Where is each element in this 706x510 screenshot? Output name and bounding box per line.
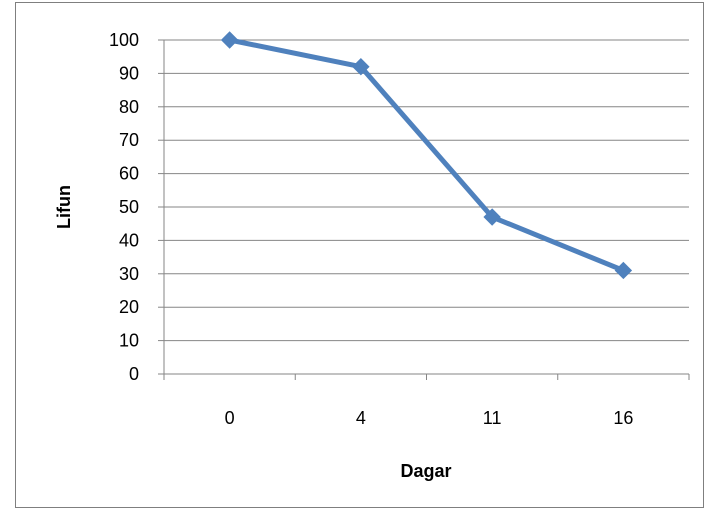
data-point-marker bbox=[483, 208, 501, 226]
data-point-marker bbox=[220, 31, 239, 49]
y-tick-labels: 0 10 20 30 40 50 60 70 80 90 100 bbox=[109, 30, 139, 384]
y-tick-label: 80 bbox=[119, 97, 139, 117]
y-tick-label: 60 bbox=[119, 164, 139, 184]
y-tick-label: 100 bbox=[109, 30, 139, 50]
y-tick-label: 50 bbox=[119, 197, 139, 217]
x-tick-label: 11 bbox=[483, 408, 502, 428]
y-axis-title: Lifun bbox=[54, 185, 74, 229]
y-tick-label: 10 bbox=[119, 331, 139, 351]
y-tick-label: 70 bbox=[119, 130, 139, 150]
y-tick-label: 30 bbox=[119, 264, 139, 284]
gridlines bbox=[164, 39, 689, 342]
data-point-marker bbox=[614, 261, 633, 280]
x-tick-label: 0 bbox=[225, 408, 235, 428]
x-axis-title: Dagar bbox=[400, 461, 451, 481]
data-point-marker bbox=[352, 58, 370, 76]
x-tick-labels: 0 4 11 16 bbox=[225, 408, 634, 428]
x-tick-label: 16 bbox=[613, 408, 633, 428]
axes bbox=[158, 39, 690, 380]
y-tick-label: 20 bbox=[119, 297, 139, 317]
y-tick-label: 90 bbox=[119, 63, 139, 83]
series-group bbox=[220, 31, 633, 280]
y-tick-label: 40 bbox=[119, 230, 139, 250]
series-line bbox=[227, 37, 626, 273]
x-tick-label: 4 bbox=[356, 408, 366, 428]
y-tick-label: 0 bbox=[129, 364, 139, 384]
